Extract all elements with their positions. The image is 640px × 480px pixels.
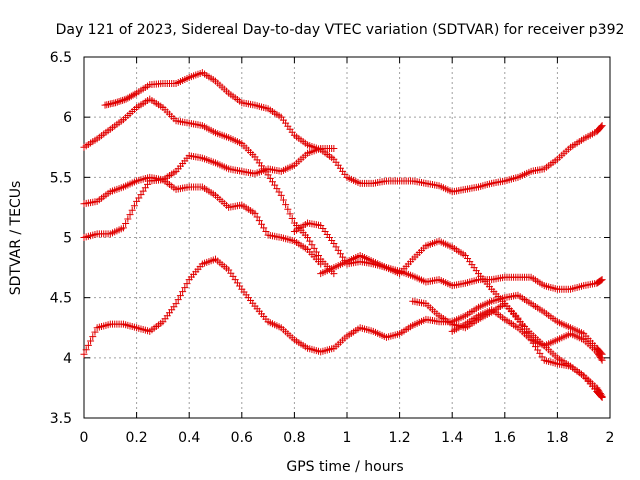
series-sat-A bbox=[80, 95, 338, 278]
x-tick-label: 1.6 bbox=[494, 430, 516, 446]
data-point bbox=[597, 123, 605, 131]
data-point bbox=[258, 220, 266, 228]
y-tick-labels: 3.5 4 4.5 5 5.5 6 6.5 bbox=[50, 50, 72, 427]
x-tick-label: 0.6 bbox=[231, 430, 253, 446]
data-point bbox=[312, 248, 320, 256]
data-points bbox=[80, 69, 606, 402]
data-point bbox=[122, 95, 130, 103]
y-tick-label: 5.5 bbox=[50, 170, 72, 186]
x-tick-labels: 0 0.2 0.4 0.6 0.8 1 1.2 1.4 1.6 1.8 2 bbox=[80, 430, 615, 446]
data-point bbox=[115, 98, 123, 106]
y-tick-label: 5 bbox=[63, 231, 72, 247]
series-sat-E bbox=[101, 69, 606, 196]
x-tick-label: 0.2 bbox=[125, 430, 147, 446]
x-tick-label: 0.4 bbox=[178, 430, 200, 446]
data-point bbox=[251, 209, 259, 217]
data-point bbox=[127, 92, 135, 100]
data-point bbox=[597, 391, 605, 399]
data-point bbox=[286, 210, 294, 218]
x-tick-label: 0 bbox=[80, 430, 89, 446]
data-point bbox=[598, 276, 606, 284]
data-point bbox=[597, 355, 605, 363]
data-point bbox=[330, 270, 338, 278]
data-point bbox=[131, 90, 139, 98]
data-point bbox=[119, 224, 127, 232]
grid bbox=[84, 57, 610, 418]
data-point bbox=[597, 276, 605, 284]
data-point bbox=[260, 224, 268, 232]
data-point bbox=[179, 288, 187, 296]
data-point bbox=[279, 196, 287, 204]
data-point bbox=[80, 350, 88, 358]
y-tick-label: 3.5 bbox=[50, 411, 72, 427]
x-tick-label: 1.2 bbox=[388, 430, 410, 446]
data-point bbox=[308, 241, 316, 249]
data-point bbox=[598, 392, 606, 400]
data-point bbox=[317, 260, 325, 268]
chart-title: Day 121 of 2023, Sidereal Day-to-day VTE… bbox=[56, 22, 625, 38]
data-point bbox=[124, 215, 132, 223]
data-point bbox=[122, 219, 130, 227]
data-point bbox=[130, 202, 138, 210]
data-point bbox=[87, 337, 95, 345]
data-point bbox=[253, 213, 261, 221]
data-point bbox=[306, 237, 314, 245]
data-point bbox=[598, 122, 606, 130]
data-point bbox=[174, 296, 182, 304]
data-point bbox=[598, 356, 606, 364]
x-tick-label: 0.8 bbox=[283, 430, 305, 446]
data-point bbox=[112, 99, 120, 107]
series-sat-H bbox=[409, 297, 606, 400]
data-point bbox=[126, 93, 134, 101]
y-tick-label: 4 bbox=[63, 351, 72, 367]
data-point bbox=[82, 346, 90, 354]
y-axis-title: SDTVAR / TECUs bbox=[8, 181, 24, 296]
data-point bbox=[284, 205, 292, 213]
y-tick-label: 6.5 bbox=[50, 50, 72, 66]
data-point bbox=[277, 191, 285, 199]
data-point bbox=[304, 234, 312, 241]
data-point bbox=[183, 280, 191, 288]
data-point bbox=[310, 244, 318, 252]
data-point bbox=[89, 333, 97, 341]
data-point bbox=[126, 211, 134, 219]
data-point bbox=[113, 98, 121, 106]
x-tick-label: 1.8 bbox=[546, 430, 568, 446]
data-point bbox=[176, 292, 184, 300]
data-point bbox=[91, 328, 99, 336]
x-tick-label: 1.4 bbox=[441, 430, 463, 446]
series-sat-C bbox=[80, 176, 325, 268]
data-point bbox=[172, 300, 180, 308]
data-point bbox=[181, 284, 189, 292]
data-point bbox=[288, 214, 296, 222]
data-point bbox=[255, 217, 263, 225]
y-tick-label: 6 bbox=[63, 110, 72, 126]
series-sat-I bbox=[448, 306, 606, 364]
series-sat-B bbox=[80, 144, 338, 208]
x-tick-label: 2 bbox=[606, 430, 615, 446]
data-point bbox=[120, 96, 128, 104]
data-point bbox=[129, 91, 137, 99]
data-point bbox=[117, 97, 125, 105]
y-tick-label: 4.5 bbox=[50, 291, 72, 307]
series-sat-D bbox=[80, 255, 606, 358]
series-sat-F bbox=[290, 219, 606, 293]
data-point bbox=[330, 144, 338, 152]
data-point bbox=[282, 201, 290, 209]
data-point bbox=[128, 206, 136, 214]
data-point bbox=[119, 96, 127, 104]
data-point bbox=[315, 252, 323, 260]
data-point bbox=[596, 277, 604, 285]
x-tick-label: 1 bbox=[343, 430, 352, 446]
data-point bbox=[84, 341, 92, 349]
x-axis-title: GPS time / hours bbox=[286, 459, 403, 475]
data-point bbox=[124, 94, 132, 102]
data-point bbox=[262, 227, 270, 235]
